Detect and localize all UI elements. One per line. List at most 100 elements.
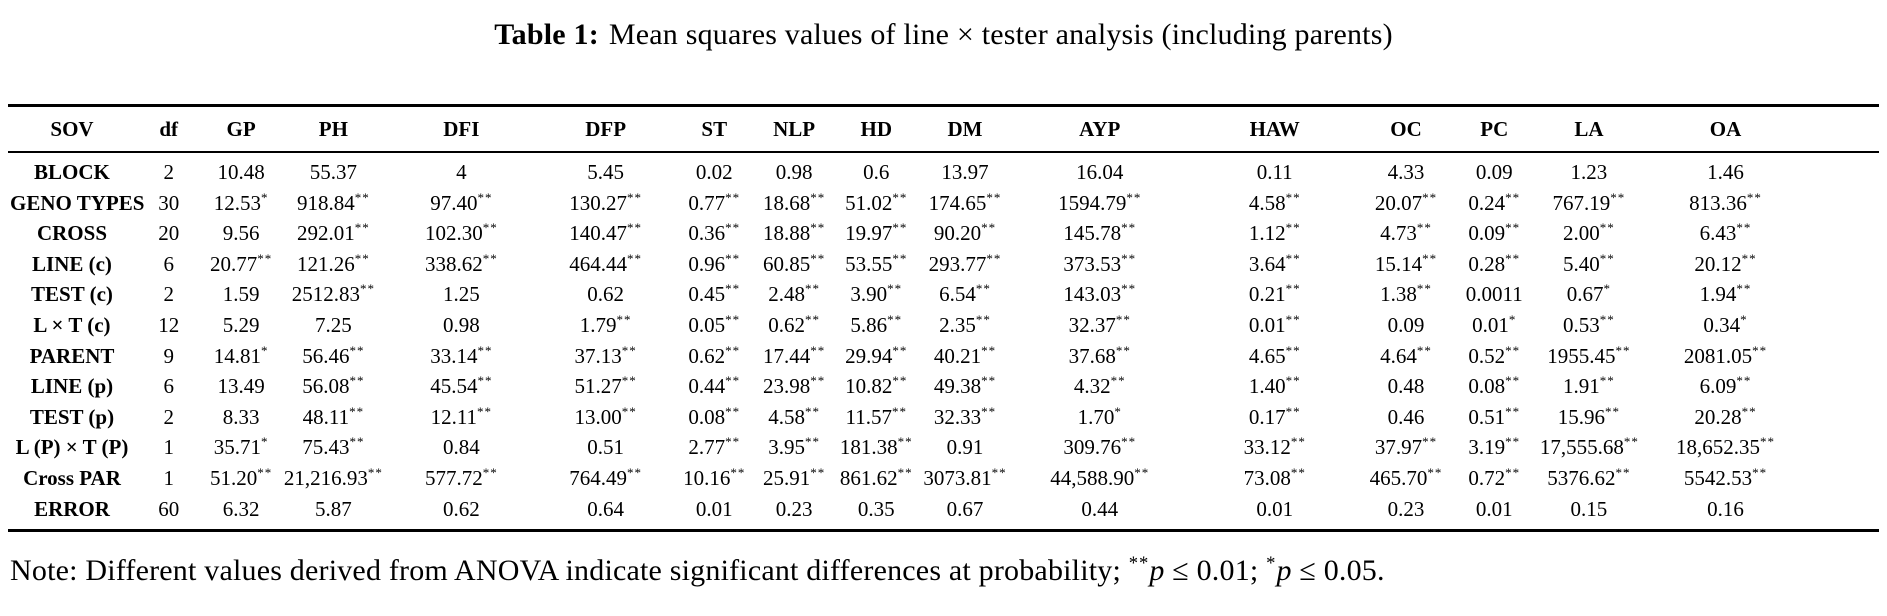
table-cell: 53.55**	[845, 250, 908, 276]
table-cell: 37.68**	[1068, 342, 1131, 368]
table-cell: 0.91	[946, 435, 984, 460]
significance-marker: **	[1290, 434, 1306, 450]
table-cell: 16.04	[1076, 160, 1124, 184]
table-cell: 918.84**	[296, 189, 370, 215]
significance-marker: **	[725, 220, 741, 236]
significance-marker: **	[975, 281, 991, 297]
table-cell: 10.48	[217, 160, 265, 184]
table-cell: 0.96**	[688, 250, 741, 276]
table-cell: 861.62**	[839, 465, 913, 491]
table-cell: 0.17**	[1248, 403, 1301, 429]
significance-marker: **	[730, 465, 746, 481]
significance-marker: **	[981, 220, 997, 236]
table-cell: 0.45**	[688, 281, 741, 307]
table-cell: 37.13**	[574, 342, 637, 368]
significance-marker: **	[725, 434, 741, 450]
significance-marker: **	[1134, 465, 1150, 481]
significance-marker: **	[1121, 434, 1137, 450]
table-cell: 2512.83**	[291, 281, 375, 307]
significance-marker: **	[810, 189, 826, 205]
significance-marker: *	[260, 434, 269, 450]
significance-marker: **	[804, 403, 820, 419]
note-threshold-b: ≤ 0.05.	[1291, 554, 1385, 588]
significance-marker: **	[975, 312, 991, 328]
table-cell: 143.03**	[1063, 281, 1137, 307]
table-cell: 0.84	[442, 435, 480, 460]
table-cell: 3.64**	[1248, 250, 1301, 276]
table-cell: 19.97**	[845, 220, 908, 246]
table-cell: 33.12**	[1243, 434, 1306, 460]
table-cell: 0.28**	[1468, 250, 1521, 276]
table-cell: 0.98	[442, 313, 480, 338]
significance-marker: **	[892, 220, 908, 236]
significance-marker: **	[1615, 342, 1631, 358]
table-cell: 5.40**	[1563, 250, 1615, 276]
note-text: Note: Different values derived from ANOV…	[10, 554, 1129, 588]
table-caption: Mean squares values of line × tester ana…	[608, 18, 1393, 51]
p-symbol: p	[1149, 554, 1165, 588]
significance-marker: **	[1422, 250, 1438, 266]
significance-marker: **	[897, 434, 913, 450]
table-cell: 11.57**	[845, 403, 908, 429]
table-cell: 174.65**	[928, 189, 1002, 215]
table-cell: 4.65**	[1248, 342, 1301, 368]
significance-marker: **	[1752, 465, 1768, 481]
table-cell: 1.59	[222, 282, 260, 307]
table-cell: 3.19**	[1468, 434, 1521, 460]
table-cell: 813.36**	[1689, 189, 1762, 215]
significance-marker: **	[804, 312, 820, 328]
table-cell: 373.53**	[1063, 250, 1137, 276]
significance-marker: **	[349, 342, 365, 358]
double-star-marker: **	[1128, 553, 1150, 575]
table-cell: 4.73**	[1380, 220, 1432, 246]
significance-marker: **	[810, 250, 826, 266]
table-cell: 0.08**	[1468, 373, 1521, 399]
table-cell: 1.25	[442, 282, 480, 307]
table-cell: 23.98**	[762, 373, 826, 399]
table-cell: 0.09	[1387, 313, 1425, 338]
significance-marker: **	[627, 220, 643, 236]
table-cell: 0.35	[857, 496, 895, 521]
table-cell: 35.71*	[213, 434, 269, 460]
table-cell: 0.21**	[1248, 281, 1301, 307]
table-cell: 20	[158, 221, 180, 246]
significance-marker: **	[1736, 373, 1752, 389]
column-header: HD	[834, 105, 919, 153]
table-cell: 12.11**	[430, 403, 493, 429]
significance-marker: **	[627, 189, 643, 205]
column-header: HAW	[1187, 105, 1362, 153]
significance-marker: **	[892, 250, 908, 266]
table-row: PARENT 9 14.81* 56.46** 33.14** 37.13** 0.62**…	[8, 341, 1879, 372]
table-row: LINE (c) 6 20.77** 121.26** 338.62** 464.44**…	[8, 249, 1879, 280]
table-cell: 0.36**	[688, 220, 741, 246]
table-cell: 13.00**	[574, 403, 637, 429]
table-cell: 1.12**	[1248, 220, 1301, 246]
significance-marker: **	[981, 403, 997, 419]
table-cell: 0.34*	[1703, 312, 1748, 338]
significance-marker: **	[367, 465, 383, 481]
significance-marker: **	[349, 403, 365, 419]
significance-marker: **	[1422, 434, 1438, 450]
table-cell: 140.47**	[569, 220, 643, 246]
table-cell: 465.70**	[1369, 465, 1443, 491]
table-cell: 3.95**	[768, 434, 820, 460]
significance-marker: **	[1505, 434, 1521, 450]
table-cell: 145.78**	[1063, 220, 1137, 246]
table-cell: 14.81*	[213, 342, 269, 368]
significance-marker: **	[1285, 373, 1301, 389]
column-header: SOV	[8, 105, 136, 153]
table-cell: 1.23	[1570, 160, 1608, 184]
table-cell: 33.14**	[430, 342, 493, 368]
significance-marker: **	[1759, 434, 1775, 450]
row-label: TEST (p)	[29, 404, 115, 429]
significance-marker: **	[1599, 312, 1615, 328]
significance-marker: *	[260, 189, 269, 205]
significance-marker: **	[477, 403, 493, 419]
table-cell: 1.79**	[579, 312, 632, 338]
table-row: LINE (p) 6 13.49 56.08** 45.54** 51.27** 0.44*…	[8, 372, 1879, 403]
significance-marker: **	[804, 434, 820, 450]
table-cell: 181.38**	[839, 434, 913, 460]
table-cell: 18,652.35**	[1675, 434, 1775, 460]
column-header: ST	[674, 105, 754, 153]
table-cell: 4.58**	[1248, 189, 1301, 215]
